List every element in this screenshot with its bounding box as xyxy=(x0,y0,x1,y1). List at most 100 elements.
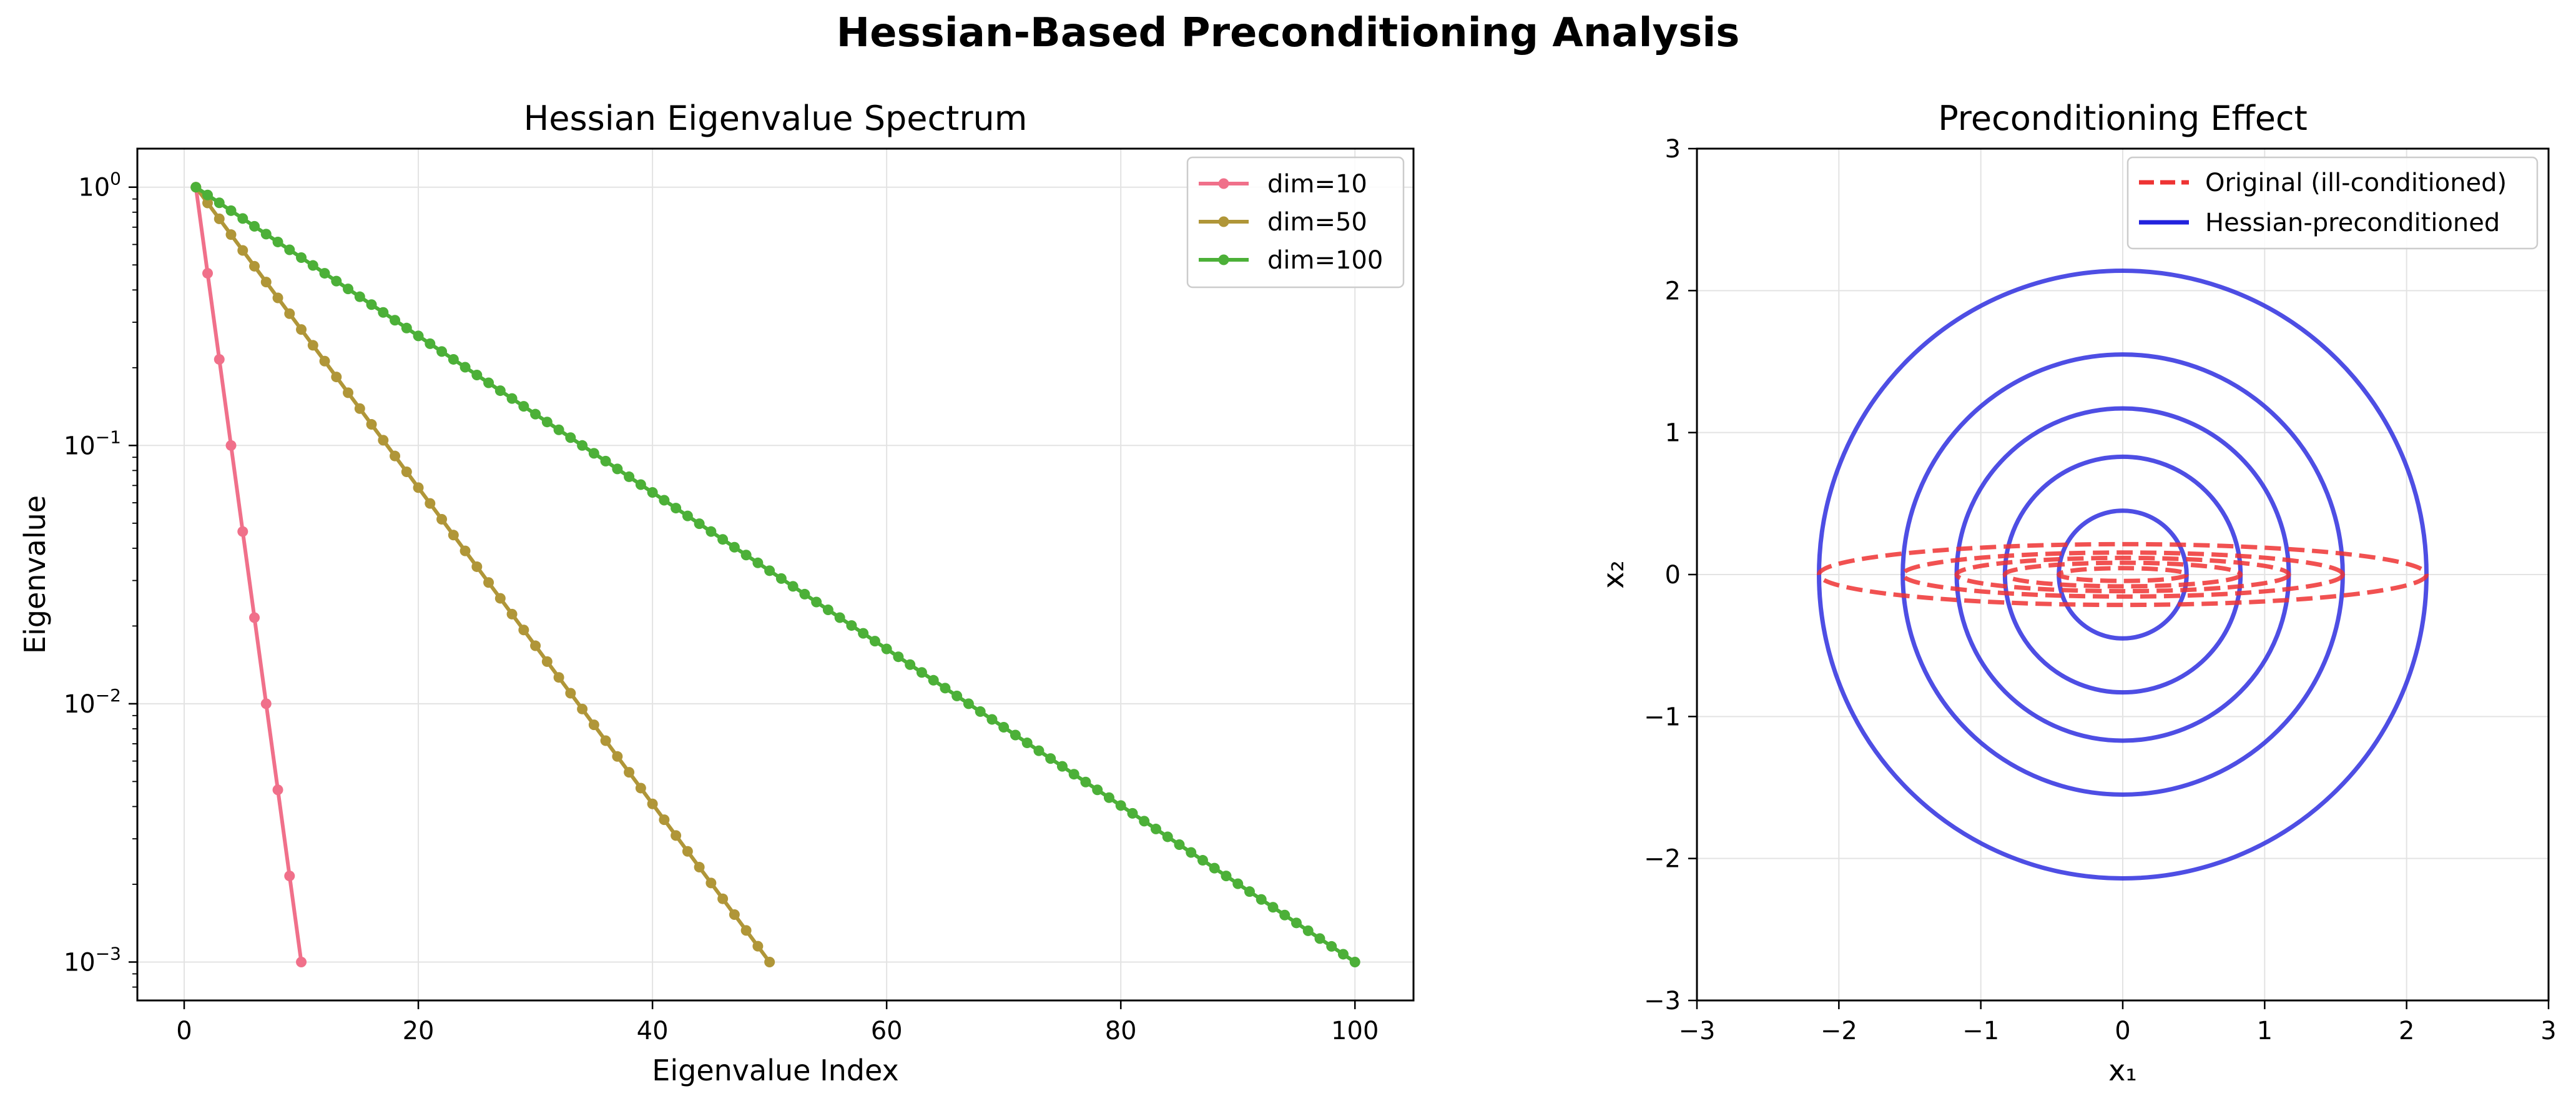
data-point xyxy=(436,513,448,525)
data-point xyxy=(1279,909,1290,921)
data-point xyxy=(260,698,272,709)
data-point xyxy=(401,322,412,333)
data-point xyxy=(729,541,740,553)
data-point xyxy=(214,213,225,224)
data-point xyxy=(799,588,810,600)
data-point xyxy=(319,355,330,367)
data-point xyxy=(635,783,646,794)
data-point xyxy=(343,284,354,295)
y-tick-label: 2 xyxy=(1665,277,1681,305)
y-tick-label: 0 xyxy=(1665,561,1681,590)
data-point xyxy=(331,275,342,287)
data-point xyxy=(951,690,963,701)
y-axis-label: x₂ xyxy=(1596,560,1630,589)
legend-marker xyxy=(1218,254,1229,265)
data-point xyxy=(1115,800,1126,811)
data-point xyxy=(260,229,272,240)
data-point xyxy=(1068,769,1079,780)
series-layer xyxy=(190,182,1360,967)
data-point xyxy=(705,526,717,537)
data-point xyxy=(541,656,553,667)
data-point xyxy=(471,561,483,572)
data-point xyxy=(413,330,424,342)
y-tick-label: 10−2 xyxy=(64,685,121,719)
data-point xyxy=(296,324,307,335)
data-point xyxy=(272,784,283,796)
data-point xyxy=(260,277,272,288)
data-point xyxy=(740,550,752,561)
data-point xyxy=(764,565,775,576)
data-point xyxy=(284,244,295,255)
data-point xyxy=(460,545,471,556)
data-point xyxy=(331,372,342,383)
data-point xyxy=(1256,894,1267,905)
legend-label: dim=10 xyxy=(1267,170,1367,199)
data-point xyxy=(366,419,377,430)
data-point xyxy=(975,706,986,717)
data-point xyxy=(729,909,740,921)
data-point xyxy=(682,846,693,857)
data-point xyxy=(624,471,635,482)
data-point xyxy=(764,956,775,967)
y-tick-label: 100 xyxy=(78,169,121,202)
series-dim=50 xyxy=(190,182,775,967)
data-point xyxy=(822,604,833,615)
data-point xyxy=(881,643,892,654)
data-point xyxy=(740,925,752,936)
data-point xyxy=(612,751,623,762)
data-point xyxy=(752,941,764,952)
data-point xyxy=(1162,831,1173,842)
data-point xyxy=(225,205,237,216)
legend-label: dim=100 xyxy=(1267,246,1383,275)
grid xyxy=(1696,148,2549,1001)
data-point xyxy=(565,688,576,699)
tick-base: 10 xyxy=(64,432,96,460)
data-point xyxy=(1010,729,1021,741)
data-point xyxy=(682,510,693,521)
data-point xyxy=(1045,753,1056,764)
x-tick-label: −3 xyxy=(1679,1017,1716,1045)
legend-marker xyxy=(1218,178,1229,189)
data-point xyxy=(694,518,705,530)
contour-ellipse xyxy=(2057,566,2189,583)
data-point xyxy=(190,182,202,193)
data-point xyxy=(1150,823,1161,834)
x-axis-label: x₁ xyxy=(2108,1054,2137,1087)
data-point xyxy=(787,581,799,592)
data-point xyxy=(307,260,318,271)
data-point xyxy=(600,455,611,467)
data-point xyxy=(588,448,599,459)
data-point xyxy=(237,245,248,256)
legend-box xyxy=(1186,156,1405,289)
series-dim=10 xyxy=(190,182,307,967)
x-tick-label: −2 xyxy=(1821,1017,1857,1045)
data-point xyxy=(541,417,553,428)
data-point xyxy=(354,291,365,302)
data-point xyxy=(1267,902,1279,913)
data-point xyxy=(390,315,401,326)
data-point xyxy=(1080,776,1091,788)
data-point xyxy=(940,683,951,694)
data-point xyxy=(565,432,576,443)
data-point xyxy=(775,573,787,584)
data-point xyxy=(249,612,260,623)
data-point xyxy=(1290,917,1302,929)
series-original xyxy=(1817,541,2429,608)
data-point xyxy=(905,659,916,670)
y-axis-label: Eigenvalue xyxy=(18,495,52,654)
data-point xyxy=(483,577,494,588)
data-point xyxy=(296,252,307,264)
data-point xyxy=(530,408,541,420)
data-point xyxy=(846,620,857,631)
data-point xyxy=(202,268,214,279)
data-point xyxy=(577,440,588,451)
eigenvalue-spectrum-chart: Hessian Eigenvalue Spectrum 0 20 40 60 80 100… xyxy=(18,99,1415,1087)
contour-ellipse xyxy=(1817,541,2429,608)
x-tick-label: 20 xyxy=(403,1017,435,1045)
tick-base: 10 xyxy=(78,174,110,202)
data-point xyxy=(752,557,764,568)
data-point xyxy=(1349,956,1360,967)
data-point xyxy=(413,482,424,493)
